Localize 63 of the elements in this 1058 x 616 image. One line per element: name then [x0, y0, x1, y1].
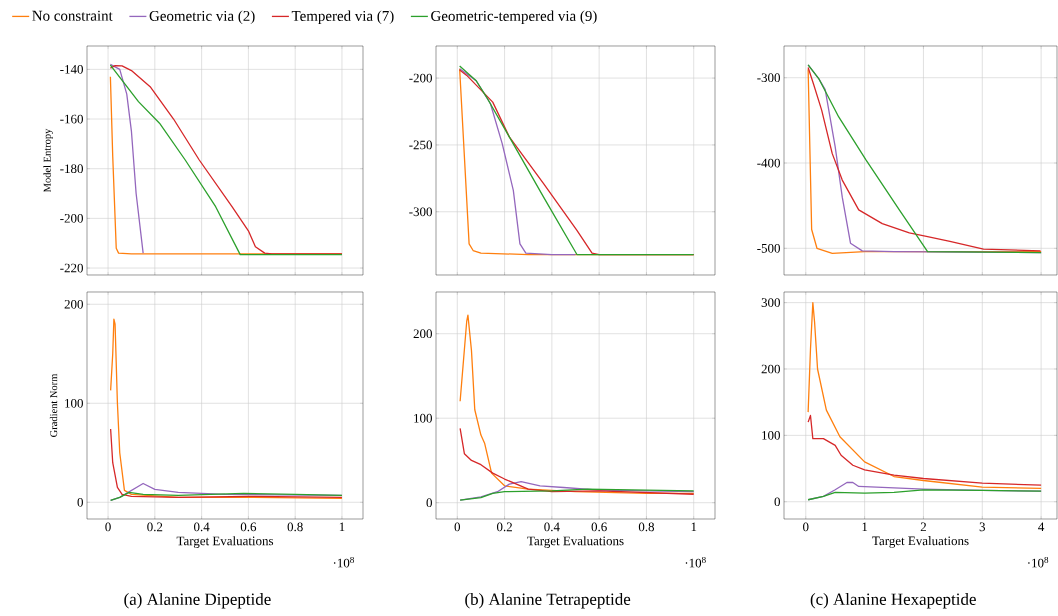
y-tick-label: 0 [774, 497, 780, 507]
x-tick-label: 0 [803, 522, 809, 532]
x-axis-title: Target Evaluations [176, 536, 274, 548]
line-series [109, 318, 343, 499]
line-series [807, 414, 1042, 486]
x-tick-label: 0.8 [638, 522, 655, 532]
text: ·10$^{8}$ [333, 556, 354, 568]
line-series [109, 491, 343, 501]
y-tick-label: -200 [409, 73, 432, 83]
x-axis-title: Target Evaluations [527, 536, 624, 548]
y-tick-label: -160 [60, 114, 83, 124]
y-tick-label: 300 [761, 298, 780, 307]
y-tick-label: 200 [761, 364, 780, 374]
x-tick-label: 0.6 [240, 522, 257, 532]
x-tick-label: 2 [920, 522, 926, 532]
y-tick-label: -300 [409, 207, 432, 217]
legend-label: Geometric-tempered via (9) [431, 10, 597, 25]
text: ·10$^{8}$ [1028, 556, 1049, 568]
legend-label: Tempered via (7) [291, 10, 394, 25]
y-axis-title: Gradient Norm [49, 373, 58, 437]
line-series [459, 68, 577, 256]
y-tick-label: -140 [60, 64, 83, 74]
text: ·10$^{8}$ [685, 556, 706, 568]
x-tick-label: 0.8 [287, 522, 303, 532]
x-tick-label: 1 [339, 522, 345, 532]
line-series [807, 301, 1042, 490]
line-series [109, 428, 343, 498]
x-tick-label: 3 [979, 522, 986, 532]
y-tick-label: -300 [757, 73, 780, 83]
legend-label: Geometric via (2) [149, 10, 255, 25]
x-tick-label: 0.2 [147, 522, 163, 532]
x-tick-label: 0.2 [496, 522, 512, 532]
x-tick-label: 0.4 [194, 522, 210, 532]
y-tick-label: 200 [413, 329, 432, 339]
line-series [109, 63, 144, 254]
x-tick-label: 0 [454, 522, 461, 532]
x-axis-title: Target Evaluations [872, 536, 969, 548]
x-tick-label: 4 [1038, 522, 1045, 532]
y-tick-label: -200 [60, 214, 83, 223]
y-tick-label: -250 [409, 140, 432, 150]
text: (a) Alanine Dipeptide [124, 593, 271, 609]
y-tick-label: 100 [762, 431, 780, 440]
line-series [807, 489, 1042, 501]
line-series [459, 488, 695, 501]
y-tick-label: 200 [64, 299, 83, 309]
y-tick-label: 100 [65, 398, 83, 408]
y-tick-label: 0 [426, 498, 432, 508]
text: (b) Alanine Tetrapeptide [465, 593, 631, 609]
legend-label: No constraint [32, 10, 113, 21]
y-tick-label: -500 [757, 243, 780, 253]
line-series [459, 427, 695, 495]
x-tick-label: 0 [105, 522, 111, 532]
y-tick-label: -220 [60, 263, 83, 273]
y-tick-label: 100 [414, 413, 432, 423]
x-tick-label: 1 [691, 522, 697, 532]
x-tick-label: 0.6 [591, 522, 607, 532]
y-axis-title: Model Entropy [43, 128, 53, 193]
y-tick-label: -400 [757, 158, 780, 168]
text: (c) Alanine Hexapeptide [810, 593, 976, 609]
x-tick-label: 1 [862, 522, 868, 532]
y-tick-label: -180 [60, 164, 83, 174]
x-tick-label: 0.4 [544, 522, 560, 532]
y-tick-label: 0 [77, 497, 83, 507]
